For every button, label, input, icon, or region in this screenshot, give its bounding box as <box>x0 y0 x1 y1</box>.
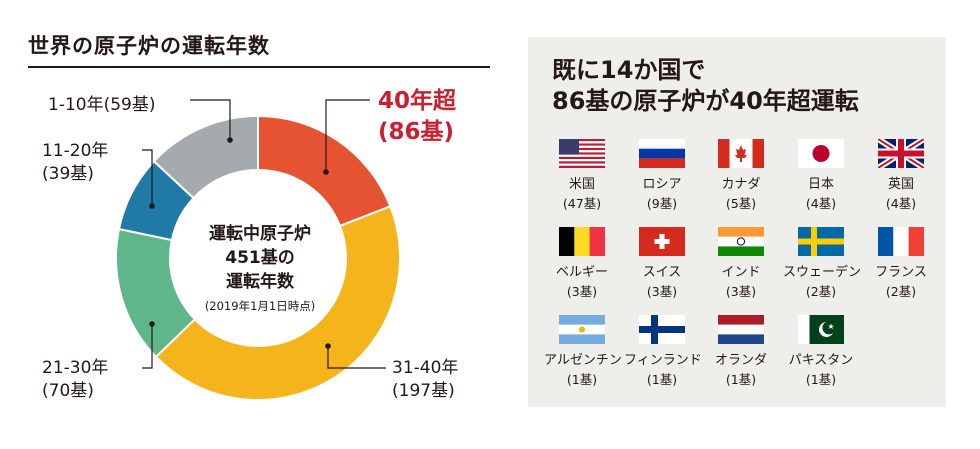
slice-label-21-30: 21-30年 (70基) <box>42 358 109 401</box>
leader-line-slice-1-10 <box>190 99 231 140</box>
center-line-2: 451基の <box>225 248 295 268</box>
country-item: 英国 (4基) <box>863 139 939 212</box>
country-item: ロシア (9基) <box>624 139 700 212</box>
sweden-flag-icon <box>798 227 844 256</box>
leader-line-slice-11-20 <box>142 149 153 206</box>
country-name: オランダ <box>714 353 767 368</box>
country-name: スイス <box>642 265 682 280</box>
leader-dot-slice-40plus <box>323 169 329 175</box>
country-count: (1基) <box>805 372 837 387</box>
country-count: (1基) <box>566 372 598 387</box>
canada-flag-icon <box>718 139 764 168</box>
leader-dot-slice-31-40 <box>325 343 331 349</box>
slice-label-1-10: 1-10年(59基) <box>48 95 156 115</box>
country-item: スイス (3基) <box>624 227 700 300</box>
donut-center-text: 運転中原子炉 451基の 運転年数 (2019年1月1日時点) <box>170 222 350 314</box>
country-count: (4基) <box>885 196 917 211</box>
leader-dot-slice-1-10 <box>227 137 233 143</box>
slice-label-31-40: 31-40年 (197基) <box>392 358 459 401</box>
country-item: フィンランド (1基) <box>624 315 702 388</box>
country-count: (4基) <box>805 196 837 211</box>
france-flag-icon <box>878 227 924 256</box>
country-item: カナダ (5基) <box>703 139 779 212</box>
country-name: フランス <box>875 265 927 280</box>
leader-dot-slice-21-30 <box>149 321 155 327</box>
countries-panel: 既に14か国で 86基の原子炉が40年超運転 米国 (47基) ロシア (9基) カナダ… <box>528 37 946 407</box>
country-count: (1基) <box>725 372 757 387</box>
country-item: アルゼンチン (1基) <box>544 315 622 388</box>
pakistan-flag-icon <box>798 315 844 344</box>
country-count: (2基) <box>885 284 917 299</box>
country-item: スウェーデン (2基) <box>783 227 862 300</box>
country-item: インド (3基) <box>703 227 779 300</box>
slice-31-40 <box>154 205 401 401</box>
slice-label-40plus: 40年超 (86基) <box>378 88 457 145</box>
country-count: (9基) <box>646 196 678 211</box>
belgium-flag-icon <box>559 227 605 256</box>
country-name: スウェーデン <box>783 265 862 280</box>
donut-chart <box>115 99 401 401</box>
country-name: 米国 <box>568 177 595 192</box>
leader-dot-slice-11-20 <box>149 203 155 209</box>
country-name: パキスタン <box>788 353 854 368</box>
netherlands-flag-icon <box>718 315 764 344</box>
country-count: (1基) <box>646 372 678 387</box>
panel-title: 既に14か国で 86基の原子炉が40年超運転 <box>552 56 859 115</box>
country-count: (47基) <box>562 196 602 211</box>
finland-flag-icon <box>639 315 685 344</box>
country-name: 英国 <box>887 177 914 192</box>
center-note: (2019年1月1日時点) <box>204 299 316 313</box>
argentina-flag-icon <box>559 315 605 344</box>
country-count: (3基) <box>646 284 678 299</box>
title-underline <box>28 66 490 68</box>
country-count: (5基) <box>725 196 757 211</box>
switzerland-flag-icon <box>639 227 685 256</box>
india-flag-icon <box>718 227 764 256</box>
country-name: 日本 <box>807 177 834 192</box>
country-item: ベルギー (3基) <box>544 227 620 300</box>
slice-1-10 <box>152 114 259 200</box>
chart-title: 世界の原子炉の運転年数 <box>28 34 270 58</box>
slice-label-11-20: 11-20年 (39基) <box>42 141 109 184</box>
country-name: フィンランド <box>624 353 702 368</box>
center-line-1: 運転中原子炉 <box>209 224 311 244</box>
country-name: カナダ <box>721 177 761 192</box>
country-item: 米国 (47基) <box>544 139 620 212</box>
leader-line-slice-21-30 <box>142 324 153 369</box>
country-name: ロシア <box>642 177 682 192</box>
country-count: (2基) <box>805 284 837 299</box>
leader-line-slice-40plus <box>325 99 370 172</box>
country-name: アルゼンチン <box>544 353 622 368</box>
us-flag-icon <box>559 139 605 168</box>
leader-line-slice-31-40 <box>327 346 386 369</box>
japan-flag-icon <box>798 139 844 168</box>
country-count: (3基) <box>725 284 757 299</box>
country-name: ベルギー <box>555 265 608 280</box>
uk-flag-icon <box>878 139 924 168</box>
country-name: インド <box>721 265 761 280</box>
country-item: フランス (2基) <box>863 227 939 300</box>
russia-flag-icon <box>639 139 685 168</box>
country-item: パキスタン (1基) <box>783 315 859 388</box>
center-line-3: 運転年数 <box>226 272 294 292</box>
country-count: (3基) <box>566 284 598 299</box>
country-item: 日本 (4基) <box>783 139 859 212</box>
country-item: オランダ (1基) <box>703 315 779 388</box>
